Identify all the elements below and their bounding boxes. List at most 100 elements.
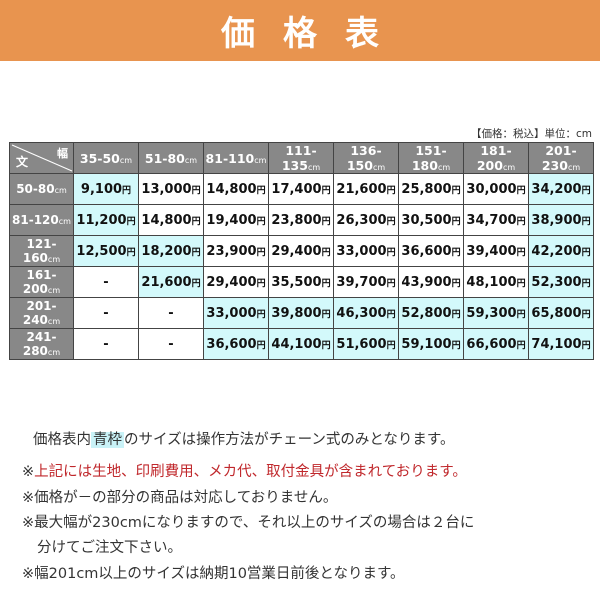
price-value: 43,900 — [401, 274, 452, 290]
price-value: 34,200 — [531, 181, 582, 197]
max-width-note-line1: ※最大幅が230cmになりますので、それ以上のサイズの場合は２台に — [22, 515, 475, 531]
yen-unit: 円 — [516, 309, 526, 320]
price-cell: 36,600円 — [398, 235, 464, 267]
price-value: 9,100 — [80, 181, 123, 197]
note-mark: ※ — [22, 464, 35, 480]
price-cell: - — [138, 328, 204, 360]
price-cell-chain-only: 39,800円 — [268, 297, 334, 329]
price-value: 23,800 — [271, 212, 322, 228]
row-header-length: 121-160cm — [9, 235, 74, 267]
yen-unit: 円 — [191, 278, 201, 289]
included-items-text: 上記には生地、印刷費用、メカ代、取付金具が含まれております。 — [34, 464, 467, 480]
yen-unit: 円 — [386, 340, 396, 351]
length-label: 文 — [16, 155, 29, 169]
price-cell-chain-only: 66,600円 — [463, 328, 529, 360]
price-cell: 34,700円 — [463, 204, 529, 236]
price-value: 59,100 — [401, 336, 452, 352]
price-value: - — [103, 274, 109, 290]
price-cell-chain-only: 42,200円 — [528, 235, 594, 267]
price-value: 44,100 — [271, 336, 322, 352]
chain-note-pre: 価格表内 — [33, 432, 91, 448]
corner-header: 文 幅 — [9, 142, 74, 174]
length-range: 81-120 — [12, 213, 59, 227]
price-value: 39,800 — [271, 305, 322, 321]
price-cell: 39,400円 — [463, 235, 529, 267]
yen-unit: 円 — [451, 340, 461, 351]
unit-cm: cm — [47, 286, 61, 295]
column-header-width: 181-200cm — [463, 142, 529, 174]
price-value: 19,400 — [206, 212, 257, 228]
yen-unit: 円 — [321, 185, 331, 196]
yen-unit: 円 — [126, 216, 136, 227]
row-header-length: 81-120cm — [9, 204, 74, 236]
price-cell-chain-only: 9,100円 — [73, 173, 139, 205]
price-value: 35,500 — [271, 274, 322, 290]
yen-unit: 円 — [386, 216, 396, 227]
unit-cm: cm — [47, 317, 61, 326]
column-header-width: 151-180cm — [398, 142, 464, 174]
column-header-width: 111-135cm — [268, 142, 334, 174]
yen-unit: 円 — [516, 247, 526, 258]
price-cell: 26,300円 — [333, 204, 399, 236]
yen-unit: 円 — [386, 309, 396, 320]
price-value: - — [103, 305, 109, 321]
unit-cm: cm — [254, 155, 267, 165]
price-value: 52,300 — [531, 274, 582, 290]
table-row: 121-160cm 12,500円 18,200円 23,900円 29,400円 33,… — [9, 235, 594, 267]
price-value: 39,700 — [336, 274, 387, 290]
price-value: 21,600 — [141, 274, 192, 290]
yen-unit: 円 — [581, 278, 591, 289]
price-value: 30,500 — [401, 212, 452, 228]
yen-unit: 円 — [581, 247, 591, 258]
price-value: 33,000 — [336, 243, 387, 259]
unit-cm: cm — [47, 348, 61, 357]
yen-unit: 円 — [516, 340, 526, 351]
price-value: 29,400 — [271, 243, 322, 259]
price-value: 38,900 — [531, 212, 582, 228]
table-row: 161-200cm -21,600円 29,400円 35,500円 39,700円 43… — [9, 266, 594, 298]
price-cell: 43,900円 — [398, 266, 464, 298]
price-value: 39,400 — [466, 243, 517, 259]
unit-cm: cm — [184, 155, 198, 165]
price-cell: 14,800円 — [203, 173, 269, 205]
price-table: 文 幅 35-50cm 51-80cm 81-110cm 111-135cm 136-1… — [9, 142, 594, 360]
price-cell: 29,400円 — [203, 266, 269, 298]
table-row: 50-80cm 9,100円 13,000円 14,800円 17,400円 21,600… — [9, 173, 594, 205]
price-cell-chain-only: 38,900円 — [528, 204, 594, 236]
price-value: 36,600 — [206, 336, 257, 352]
unsupported-note: ※価格が－の部分の商品は対応しておりません。 — [22, 490, 338, 506]
price-cell: 21,600円 — [333, 173, 399, 205]
blue-frame-highlight: 青枠 — [91, 432, 124, 448]
table-body: 50-80cm 9,100円 13,000円 14,800円 17,400円 21,600… — [9, 173, 594, 360]
unit-cm: cm — [567, 163, 581, 172]
yen-unit: 円 — [581, 216, 591, 227]
unit-cm: cm — [307, 163, 321, 172]
price-cell: 35,500円 — [268, 266, 334, 298]
width-range: 35-50 — [79, 150, 120, 166]
yen-unit: 円 — [451, 247, 461, 258]
table-header-row: 文 幅 35-50cm 51-80cm 81-110cm 111-135cm 136-1… — [9, 142, 594, 174]
width-label: 幅 — [57, 147, 68, 160]
yen-unit: 円 — [451, 309, 461, 320]
yen-unit: 円 — [256, 309, 266, 320]
price-value: 18,200 — [141, 243, 192, 259]
length-range: 50-80 — [16, 182, 55, 196]
yen-unit: 円 — [581, 185, 591, 196]
price-value: 42,200 — [531, 243, 582, 259]
price-cell-chain-only: 46,300円 — [333, 297, 399, 329]
yen-unit: 円 — [516, 278, 526, 289]
price-cell: 25,800円 — [398, 173, 464, 205]
yen-unit: 円 — [191, 216, 201, 227]
yen-unit: 円 — [386, 185, 396, 196]
price-cell-chain-only: 65,800円 — [528, 297, 594, 329]
price-cell: 33,000円 — [333, 235, 399, 267]
price-value: 25,800 — [401, 181, 452, 197]
price-value: 14,800 — [141, 212, 192, 228]
price-value: 30,000 — [466, 181, 517, 197]
length-range: 201-240 — [22, 299, 57, 327]
column-header-width: 136-150cm — [333, 142, 399, 174]
title-banner: 価格表 — [0, 0, 600, 61]
yen-unit: 円 — [191, 185, 201, 196]
chain-note-post: のサイズは操作方法がチェーン式のみとなります。 — [124, 432, 455, 448]
unit-cm: cm — [54, 186, 67, 195]
